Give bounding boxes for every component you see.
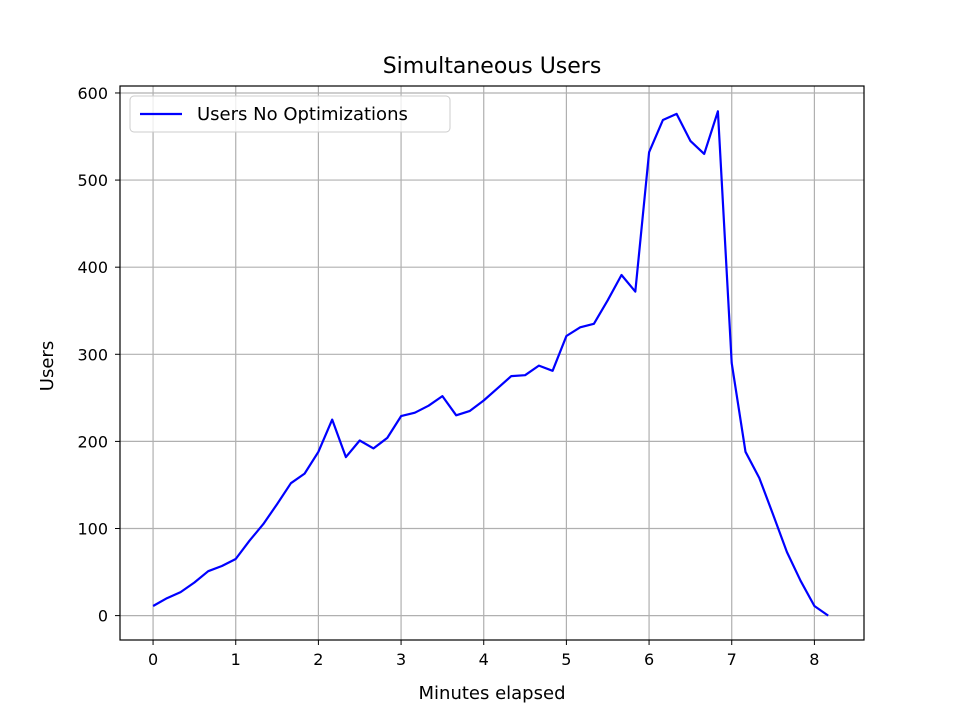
x-tick-label: 4 xyxy=(479,650,489,669)
series-layer xyxy=(152,110,829,617)
y-tick-label: 0 xyxy=(98,607,108,626)
legend: Users No Optimizations xyxy=(129,95,451,133)
y-tick-label: 500 xyxy=(77,171,108,190)
x-tick-label: 2 xyxy=(313,650,323,669)
ticks: 0 1 2 3 4 5 6 7 8 0 100 200 300 400 500 600 xyxy=(77,84,819,669)
plot-frame xyxy=(119,85,865,641)
grid xyxy=(120,86,864,640)
x-tick-label: 6 xyxy=(644,650,654,669)
x-tick-label: 8 xyxy=(809,650,819,669)
x-tick-label: 1 xyxy=(231,650,241,669)
legend-box xyxy=(129,95,451,133)
y-tick-label: 100 xyxy=(77,520,108,539)
y-tick-label: 400 xyxy=(77,258,108,277)
x-tick-label: 5 xyxy=(561,650,571,669)
x-tick-label: 3 xyxy=(396,650,406,669)
series-line-0 xyxy=(152,110,829,617)
legend-label: Users No Optimizations xyxy=(197,104,408,125)
x-tick-label: 7 xyxy=(727,650,737,669)
y-tick-label: 600 xyxy=(77,84,108,103)
y-tick-label: 200 xyxy=(77,432,108,451)
x-axis-title: Minutes elapsed xyxy=(419,683,566,704)
chart-title: Simultaneous Users xyxy=(383,54,602,79)
x-tick-label: 0 xyxy=(148,650,158,669)
y-axis-title: Users xyxy=(37,341,58,391)
y-tick-label: 300 xyxy=(77,345,108,364)
